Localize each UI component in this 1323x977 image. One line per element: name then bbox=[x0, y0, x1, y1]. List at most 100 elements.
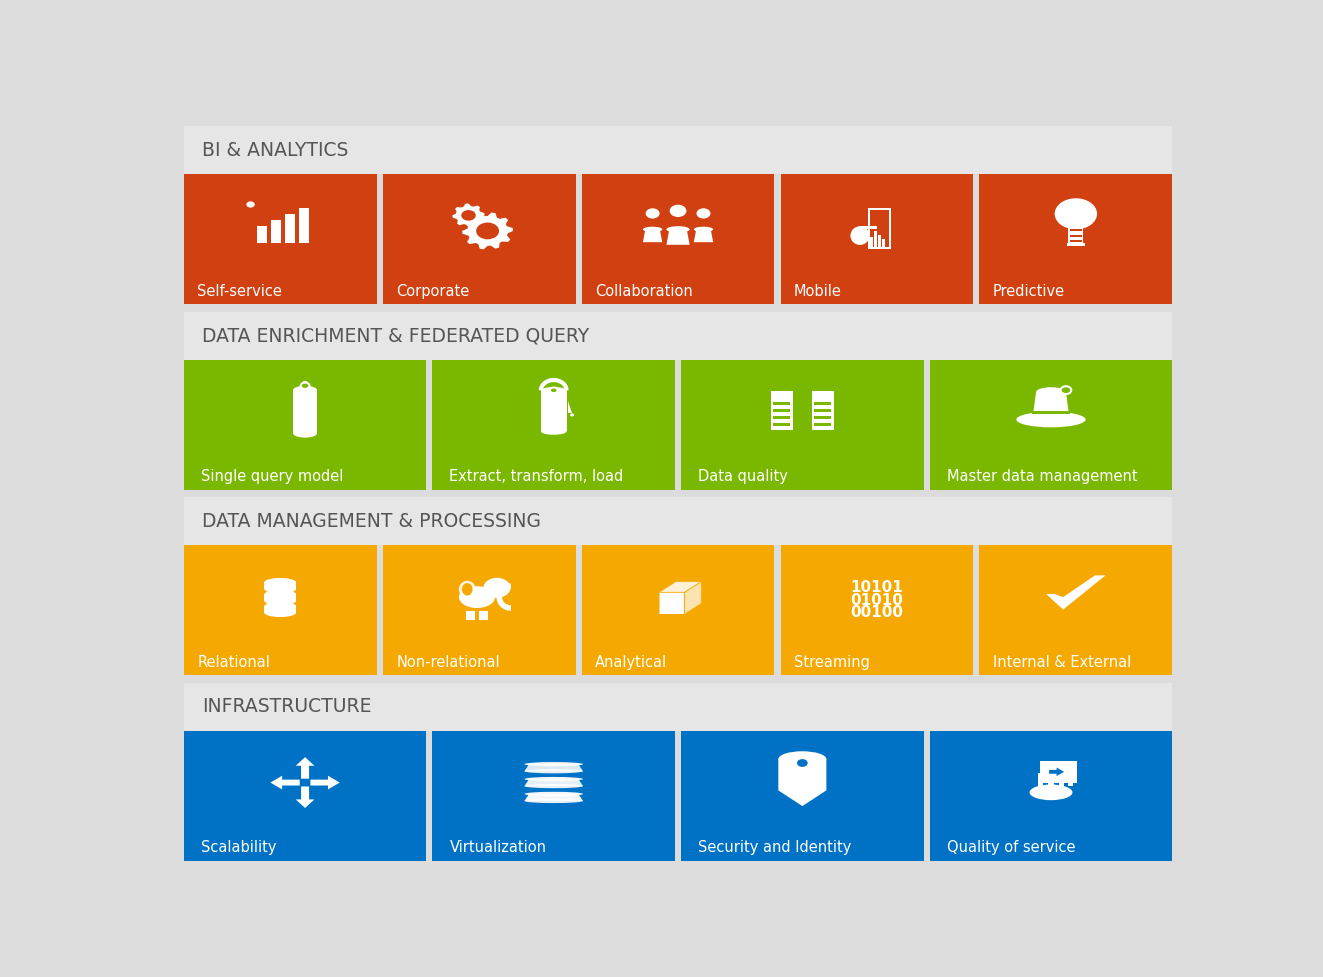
Text: INFRASTRUCTURE: INFRASTRUCTURE bbox=[202, 698, 372, 716]
Bar bbox=[815, 423, 831, 426]
Circle shape bbox=[696, 208, 710, 219]
Circle shape bbox=[1061, 386, 1072, 394]
Ellipse shape bbox=[541, 428, 566, 435]
FancyArrow shape bbox=[796, 405, 811, 410]
Polygon shape bbox=[462, 212, 513, 249]
Polygon shape bbox=[659, 581, 701, 592]
Polygon shape bbox=[568, 401, 572, 413]
Text: Virtualization: Virtualization bbox=[450, 840, 546, 855]
Bar bbox=[294, 390, 318, 433]
Text: Extract, transform, load: Extract, transform, load bbox=[450, 469, 623, 485]
Bar bbox=[582, 174, 774, 304]
Bar bbox=[774, 423, 790, 426]
Bar bbox=[875, 231, 877, 247]
Bar bbox=[781, 174, 974, 304]
Bar bbox=[382, 174, 576, 304]
Ellipse shape bbox=[1036, 387, 1066, 397]
Text: Quality of service: Quality of service bbox=[947, 840, 1076, 855]
Bar bbox=[1068, 773, 1073, 786]
Ellipse shape bbox=[524, 769, 583, 774]
Text: Collaboration: Collaboration bbox=[595, 283, 693, 299]
Bar bbox=[774, 408, 790, 411]
Bar bbox=[979, 545, 1172, 675]
Circle shape bbox=[796, 759, 808, 767]
Text: Single query model: Single query model bbox=[201, 469, 343, 485]
Bar bbox=[184, 545, 377, 675]
Text: Master data management: Master data management bbox=[947, 469, 1138, 485]
Ellipse shape bbox=[524, 791, 583, 796]
Ellipse shape bbox=[667, 227, 689, 233]
FancyArrow shape bbox=[270, 776, 300, 789]
Bar bbox=[1070, 234, 1082, 236]
Bar bbox=[815, 402, 831, 404]
Text: Internal & External: Internal & External bbox=[994, 655, 1131, 669]
Polygon shape bbox=[667, 230, 689, 245]
Bar bbox=[1032, 411, 1070, 413]
Ellipse shape bbox=[693, 227, 713, 232]
Text: 10101: 10101 bbox=[851, 580, 904, 595]
Bar bbox=[869, 210, 889, 247]
Polygon shape bbox=[693, 230, 713, 242]
Ellipse shape bbox=[265, 578, 296, 587]
Bar bbox=[681, 731, 923, 861]
Bar bbox=[582, 545, 774, 675]
Polygon shape bbox=[524, 794, 583, 801]
Text: Analytical: Analytical bbox=[595, 655, 667, 669]
Circle shape bbox=[300, 383, 310, 389]
Bar bbox=[433, 731, 675, 861]
Bar bbox=[382, 545, 576, 675]
Circle shape bbox=[476, 223, 499, 239]
Circle shape bbox=[646, 208, 660, 219]
Text: Corporate: Corporate bbox=[396, 283, 470, 299]
Bar bbox=[815, 415, 831, 419]
Circle shape bbox=[462, 210, 476, 221]
Circle shape bbox=[550, 388, 557, 393]
Ellipse shape bbox=[265, 578, 296, 587]
Ellipse shape bbox=[778, 751, 827, 767]
Ellipse shape bbox=[524, 777, 583, 782]
Text: Data quality: Data quality bbox=[699, 469, 789, 485]
Circle shape bbox=[570, 413, 574, 416]
Text: Predictive: Predictive bbox=[994, 283, 1065, 299]
Ellipse shape bbox=[294, 386, 318, 395]
Bar bbox=[184, 312, 1172, 360]
Polygon shape bbox=[299, 390, 312, 396]
Ellipse shape bbox=[462, 583, 472, 596]
FancyArrow shape bbox=[311, 776, 340, 789]
Bar bbox=[1040, 761, 1077, 783]
Polygon shape bbox=[1032, 392, 1070, 419]
Bar bbox=[303, 381, 307, 388]
Bar bbox=[299, 207, 310, 243]
Bar bbox=[1058, 773, 1064, 786]
Bar bbox=[479, 612, 488, 620]
Ellipse shape bbox=[541, 387, 566, 394]
Bar bbox=[882, 238, 885, 247]
Bar bbox=[930, 731, 1172, 861]
Bar bbox=[303, 382, 307, 390]
Bar bbox=[869, 236, 873, 247]
Bar bbox=[467, 612, 475, 620]
Ellipse shape bbox=[643, 227, 663, 232]
FancyArrow shape bbox=[296, 786, 315, 808]
Circle shape bbox=[669, 205, 687, 217]
FancyArrow shape bbox=[1049, 768, 1064, 776]
Text: Streaming: Streaming bbox=[794, 655, 871, 669]
Ellipse shape bbox=[265, 609, 296, 617]
Ellipse shape bbox=[524, 762, 583, 766]
Polygon shape bbox=[684, 581, 701, 615]
Bar bbox=[184, 683, 1172, 731]
Bar bbox=[271, 220, 282, 243]
Bar bbox=[1037, 773, 1043, 786]
Circle shape bbox=[483, 577, 511, 598]
Text: 00100: 00100 bbox=[851, 605, 904, 620]
Text: Self-service: Self-service bbox=[197, 283, 282, 299]
Bar bbox=[1048, 773, 1053, 786]
Bar bbox=[265, 606, 296, 613]
Polygon shape bbox=[524, 779, 583, 786]
Bar bbox=[257, 227, 267, 243]
Text: 01010: 01010 bbox=[851, 593, 904, 608]
Polygon shape bbox=[524, 764, 583, 771]
FancyArrow shape bbox=[794, 415, 808, 420]
Bar bbox=[1069, 227, 1084, 245]
Bar bbox=[781, 545, 974, 675]
